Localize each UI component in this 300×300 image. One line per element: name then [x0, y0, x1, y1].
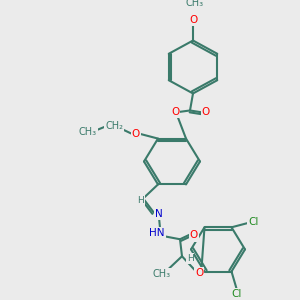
Text: CH₃: CH₃ — [79, 127, 97, 137]
Text: Cl: Cl — [248, 217, 259, 226]
Text: O: O — [190, 230, 198, 241]
Text: CH₃: CH₃ — [186, 0, 204, 8]
Text: O: O — [171, 107, 179, 117]
Text: CH₃: CH₃ — [153, 269, 171, 279]
Text: N: N — [155, 209, 163, 219]
Text: CH₂: CH₂ — [105, 121, 123, 131]
Text: H: H — [138, 196, 144, 205]
Text: HN: HN — [149, 228, 165, 238]
Text: Cl: Cl — [231, 289, 242, 299]
Text: H: H — [187, 254, 194, 262]
Text: O: O — [202, 107, 210, 117]
Text: O: O — [195, 268, 203, 278]
Text: O: O — [132, 129, 140, 139]
Text: O: O — [189, 15, 197, 25]
